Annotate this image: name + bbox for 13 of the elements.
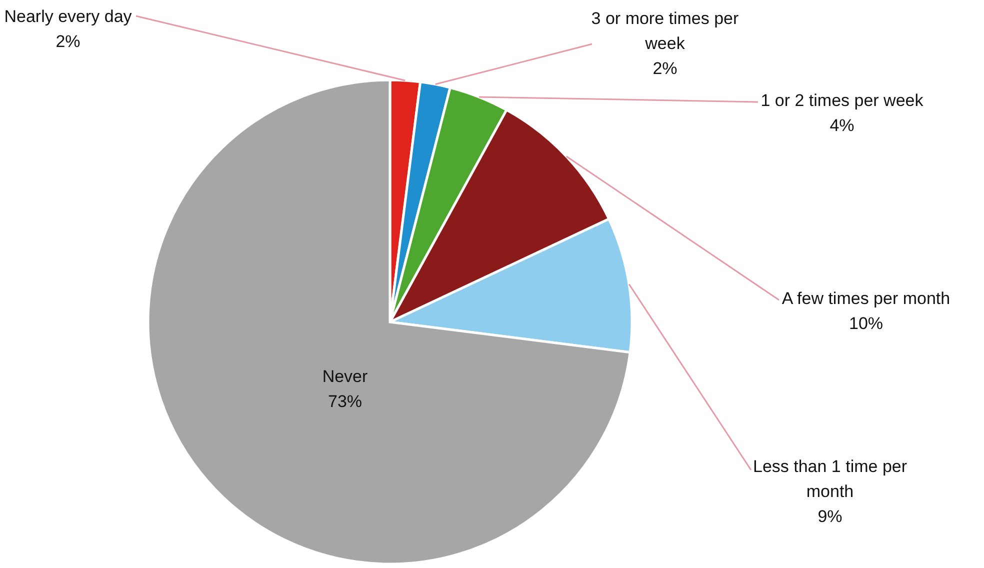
- data-label: 73%: [328, 392, 362, 411]
- pie-slice: [146, 78, 632, 566]
- data-label: 2%: [56, 32, 80, 51]
- slice-label: A few times per month: [782, 289, 950, 308]
- data-label: 9%: [818, 507, 842, 526]
- data-label: 4%: [830, 116, 854, 135]
- slice-label: Never: [322, 367, 368, 386]
- slice-label: Less than 1 time per month: [752, 457, 908, 501]
- slice-label: 3 or more times per week: [591, 9, 740, 53]
- slice-label: Nearly every day: [4, 7, 132, 26]
- data-label: 2%: [652, 59, 678, 78]
- slice-label: 1 or 2 times per week: [760, 91, 924, 110]
- data-label: 10%: [848, 314, 884, 333]
